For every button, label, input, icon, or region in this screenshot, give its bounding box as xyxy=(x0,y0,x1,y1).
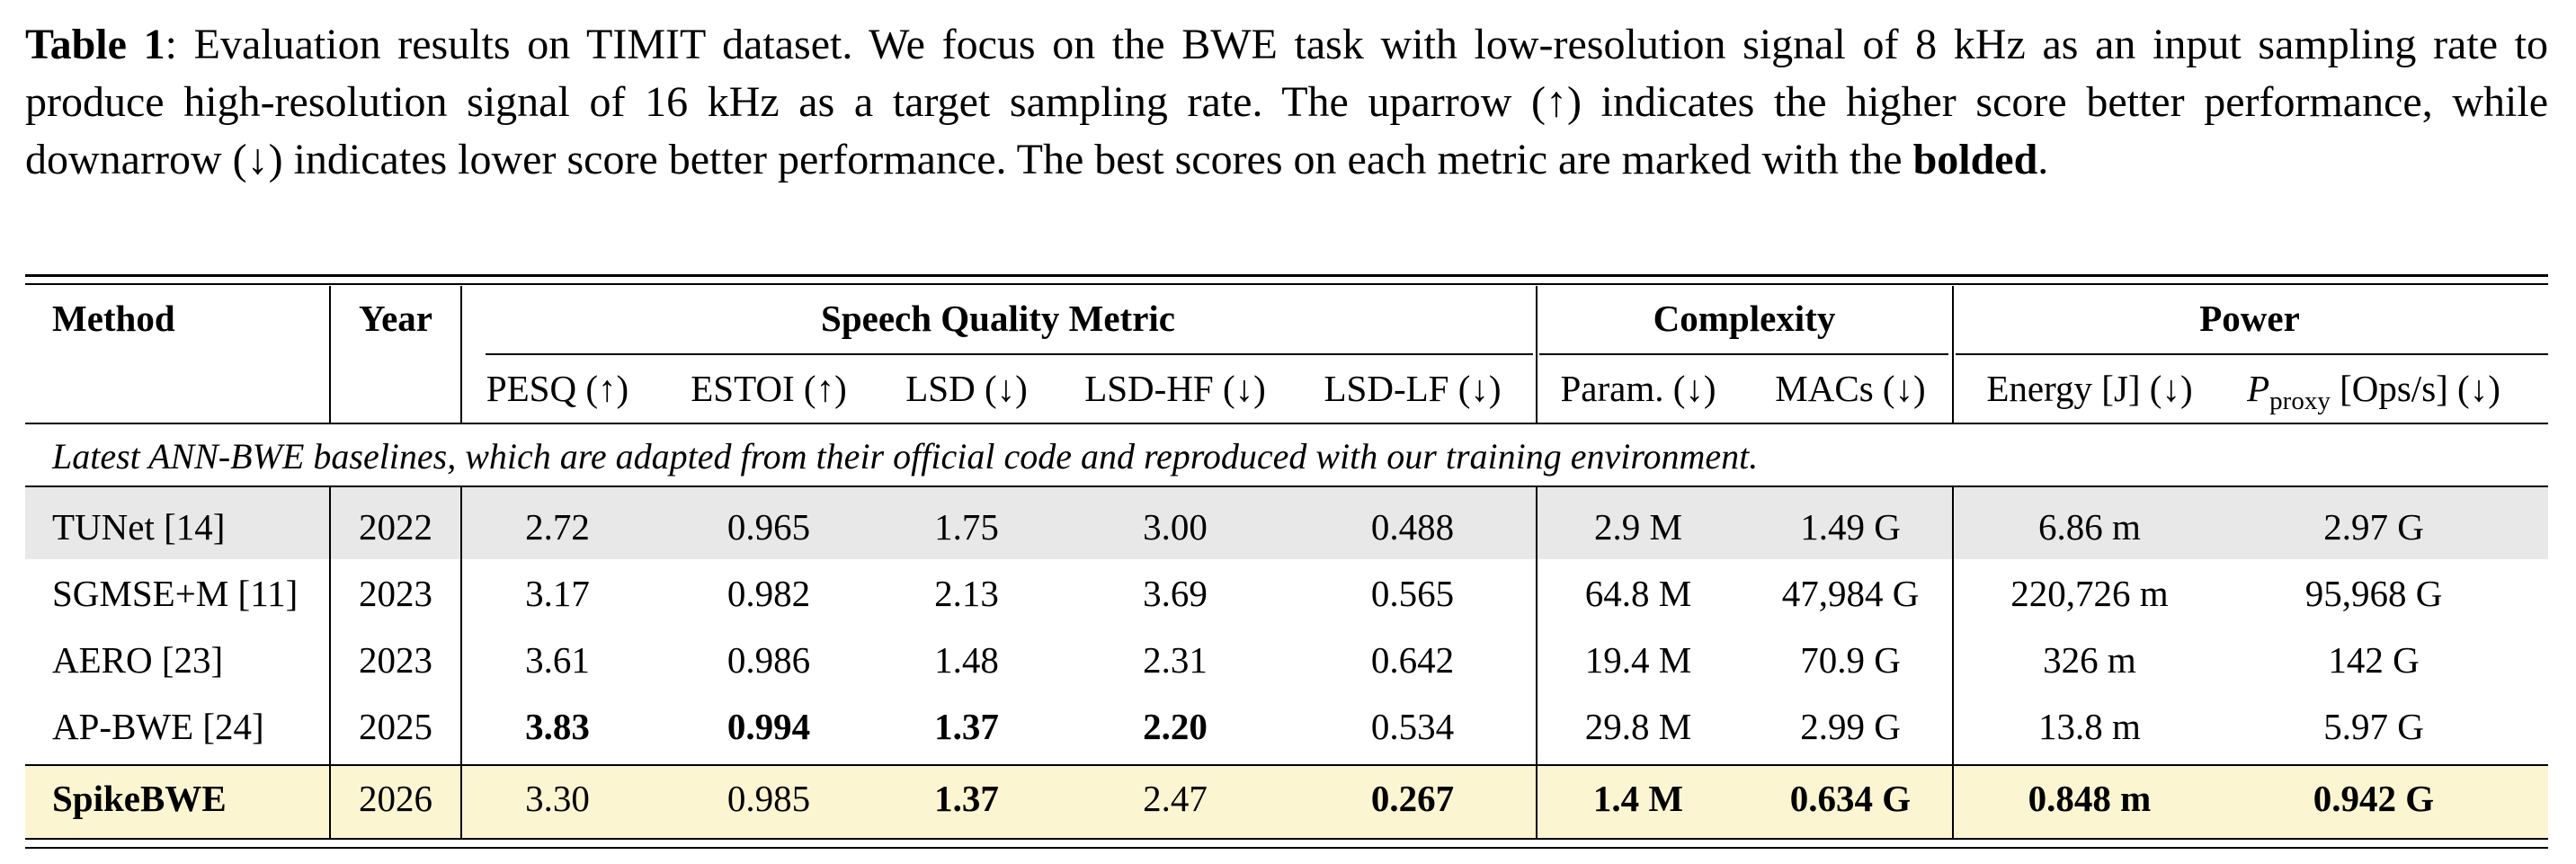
header-pproxy-unit: [Ops/s] (↓) xyxy=(2330,368,2500,409)
row-sgmse-macs: 47,984 G xyxy=(1781,573,1920,614)
row-tunet-pesq: 2.72 xyxy=(525,506,590,548)
baseline-note: Latest ANN-BWE baselines, which are adap… xyxy=(52,436,1759,477)
header-year: Year xyxy=(359,298,432,339)
row-sgmse-param: 64.8 M xyxy=(1584,573,1692,614)
header-complexity: Complexity xyxy=(1653,298,1836,339)
row-tunet-estoi: 0.965 xyxy=(726,506,811,548)
header-lsd: LSD (↓) xyxy=(905,368,1028,409)
header-speech-quality: Speech Quality Metric xyxy=(821,298,1175,339)
row-aero-energy: 326 m xyxy=(2043,639,2136,681)
header-param: Param. (↓) xyxy=(1560,368,1716,409)
caption-label: Table 1 xyxy=(25,21,165,68)
row-sgmse-lsd-lf: 0.565 xyxy=(1370,573,1455,614)
body-rule xyxy=(25,764,2548,766)
top-rule xyxy=(25,274,2548,277)
row-apbwe-pesq: 3.83 xyxy=(525,706,590,747)
row-spikebwe-energy: 0.848 m xyxy=(2028,778,2152,819)
row-aero-method: AERO [23] xyxy=(52,639,224,681)
bottom-rule xyxy=(25,838,2548,840)
row-apbwe-lsd-lf: 0.534 xyxy=(1370,706,1455,747)
table-caption: Table 1: Evaluation results on TIMIT dat… xyxy=(25,16,2548,189)
header-method: Method xyxy=(52,298,175,339)
group-underline-complexity xyxy=(1539,353,1948,355)
header-estoi: ESTOI (↑) xyxy=(691,368,847,409)
row-apbwe-estoi: 0.994 xyxy=(726,706,811,747)
caption-end: . xyxy=(2037,136,2049,183)
row-aero-macs: 70.9 G xyxy=(1800,639,1901,681)
row-tunet-lsd-lf: 0.488 xyxy=(1370,506,1455,548)
header-rule xyxy=(25,423,2548,424)
header-macs: MACs (↓) xyxy=(1775,368,1926,409)
vrule-complexity-power-body xyxy=(1952,487,1954,838)
note-rule xyxy=(25,485,2548,487)
row-spikebwe-lsd-hf: 2.47 xyxy=(1143,778,1208,819)
header-pproxy-subscript: proxy xyxy=(2269,387,2331,415)
row-spikebwe-pesq: 3.30 xyxy=(525,778,590,819)
row-tunet-macs: 1.49 G xyxy=(1800,506,1901,548)
top-rule-2 xyxy=(25,283,2548,285)
row-apbwe-macs: 2.99 G xyxy=(1800,706,1901,747)
row-apbwe-method: AP-BWE [24] xyxy=(52,706,264,747)
row-sgmse-energy: 220,726 m xyxy=(2010,573,2169,614)
row-highlight-tunet xyxy=(25,487,2548,559)
row-apbwe-lsd: 1.37 xyxy=(934,706,999,747)
row-sgmse-pproxy: 95,968 G xyxy=(2304,573,2443,614)
row-apbwe-lsd-hf: 2.20 xyxy=(1143,706,1208,747)
row-aero-param: 19.4 M xyxy=(1584,639,1692,681)
row-aero-year: 2023 xyxy=(359,639,432,681)
row-spikebwe-macs: 0.634 G xyxy=(1789,778,1912,819)
row-tunet-year: 2022 xyxy=(359,506,432,548)
row-sgmse-method: SGMSE+M [11] xyxy=(52,573,299,614)
row-spikebwe-lsd-lf: 0.267 xyxy=(1370,778,1455,819)
vrule-quality-complexity-head xyxy=(1536,286,1538,423)
row-spikebwe-method: SpikeBWE xyxy=(52,778,227,819)
row-tunet-lsd-hf: 3.00 xyxy=(1143,506,1208,548)
caption-text: : Evaluation results on TIMIT dataset. W… xyxy=(25,21,2548,183)
row-tunet-lsd: 1.75 xyxy=(934,506,999,548)
row-apbwe-param: 29.8 M xyxy=(1584,706,1692,747)
row-sgmse-year: 2023 xyxy=(359,573,432,614)
row-spikebwe-pproxy: 0.942 G xyxy=(2313,778,2435,819)
header-power: Power xyxy=(2199,298,2300,339)
header-lsd-hf: LSD-HF (↓) xyxy=(1084,368,1266,409)
vrule-year-quality-body xyxy=(460,487,462,838)
vrule-method-year-body xyxy=(329,487,331,838)
row-sgmse-lsd-hf: 3.69 xyxy=(1143,573,1208,614)
row-aero-estoi: 0.986 xyxy=(726,639,811,681)
header-energy: Energy [J] (↓) xyxy=(1986,368,2193,409)
row-tunet-pproxy: 2.97 G xyxy=(2323,506,2424,548)
row-spikebwe-estoi: 0.985 xyxy=(726,778,811,819)
row-highlight-spikebwe xyxy=(25,766,2548,838)
group-underline-quality xyxy=(486,353,1533,355)
header-pproxy-symbol: P xyxy=(2247,368,2270,409)
bottom-rule-2 xyxy=(25,847,2548,849)
vrule-year-quality-head xyxy=(460,286,462,423)
row-apbwe-pproxy: 5.97 G xyxy=(2323,706,2424,747)
row-apbwe-energy: 13.8 m xyxy=(2038,706,2141,747)
row-aero-lsd: 1.48 xyxy=(934,639,999,681)
header-lsd-lf: LSD-LF (↓) xyxy=(1324,368,1502,409)
vrule-quality-complexity-body xyxy=(1536,487,1538,838)
row-spikebwe-param: 1.4 M xyxy=(1592,778,1684,819)
header-pproxy: Pproxy [Ops/s] (↓) xyxy=(2247,367,2500,416)
vrule-method-year-head xyxy=(329,286,331,423)
row-aero-pesq: 3.61 xyxy=(525,639,590,681)
row-sgmse-pesq: 3.17 xyxy=(525,573,590,614)
row-sgmse-estoi: 0.982 xyxy=(726,573,811,614)
row-aero-pproxy: 142 G xyxy=(2328,639,2420,681)
row-tunet-energy: 6.86 m xyxy=(2038,506,2141,548)
row-aero-lsd-hf: 2.31 xyxy=(1143,639,1208,681)
row-apbwe-year: 2025 xyxy=(359,706,432,747)
row-sgmse-lsd: 2.13 xyxy=(934,573,999,614)
row-spikebwe-year: 2026 xyxy=(359,778,432,819)
vrule-complexity-power-head xyxy=(1952,286,1954,423)
row-tunet-param: 2.9 M xyxy=(1594,506,1682,548)
caption-bold-word: bolded xyxy=(1912,136,2038,183)
group-underline-power xyxy=(1956,353,2548,355)
row-tunet-method: TUNet [14] xyxy=(52,506,226,548)
row-spikebwe-lsd: 1.37 xyxy=(934,778,999,819)
header-pesq: PESQ (↑) xyxy=(486,368,629,409)
row-aero-lsd-lf: 0.642 xyxy=(1370,639,1455,681)
